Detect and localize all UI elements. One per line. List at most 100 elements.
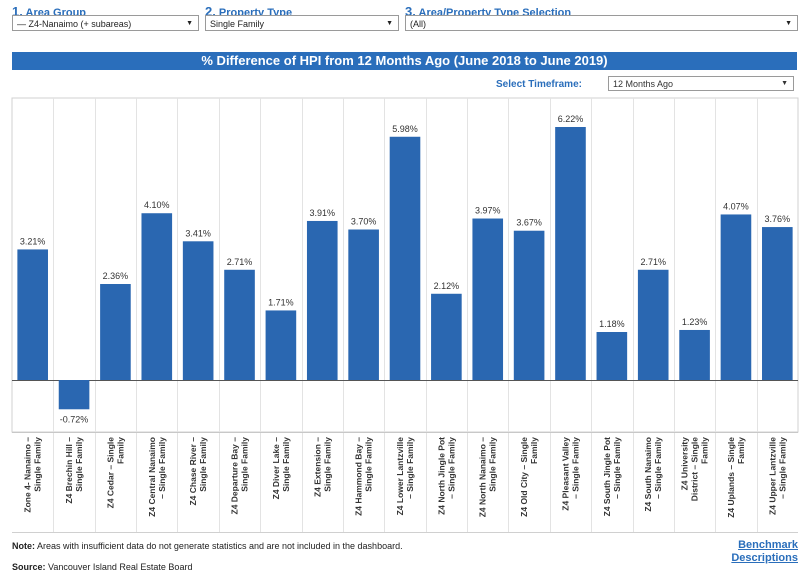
- category-label-line: Z4 Chase River –: [188, 437, 198, 506]
- category-label-line: Family: [700, 437, 710, 464]
- category-label-line: – Single Family: [570, 437, 580, 499]
- benchmark-link-line2: Descriptions: [731, 552, 798, 564]
- property-type-select[interactable]: Single Family ▼: [205, 15, 399, 31]
- category-label-line: Family: [115, 437, 125, 464]
- bar: [100, 284, 131, 380]
- category-label: Z4 Diver Lake – Single Family: [271, 437, 291, 500]
- category-label: Z4 Central Nanaimo – Single Family: [147, 437, 167, 517]
- data-label: 2.12%: [434, 281, 460, 291]
- area-group-number: 1.: [12, 4, 23, 19]
- category-label: Z4 Pleasant Valley – Single Family: [560, 437, 580, 511]
- bar: [596, 332, 628, 380]
- timeframe-label: Select Timeframe:: [496, 79, 582, 90]
- data-label: 3.41%: [185, 228, 211, 238]
- source-prefix: Source:: [12, 562, 46, 572]
- category-label-line: Z4 South Nanaimo: [643, 437, 653, 512]
- category-label-line: Single Family: [198, 437, 208, 492]
- note-prefix: Note:: [12, 541, 35, 551]
- category-label-line: Family: [529, 437, 539, 464]
- category-label-line: Single Family: [74, 437, 84, 492]
- bar: [389, 136, 421, 380]
- category-label: Z4 South Jingle Pot – Single Family: [602, 437, 622, 517]
- category-label-line: Single Family: [33, 437, 43, 492]
- bar: [182, 241, 214, 380]
- data-label: 1.18%: [599, 319, 625, 329]
- category-label-line: Z4 Cedar – Single: [105, 437, 115, 509]
- category-label-line: Single Family: [488, 437, 498, 492]
- benchmark-descriptions-link[interactable]: Benchmark Descriptions: [726, 539, 798, 565]
- category-label-line: Single Family: [364, 437, 374, 492]
- category-label-line: Z4 University: [680, 437, 690, 491]
- data-label: 5.98%: [392, 124, 418, 134]
- bar: [472, 218, 504, 380]
- chevron-down-icon: ▼: [186, 20, 193, 27]
- property-type-value: Single Family: [210, 19, 265, 29]
- bar: [141, 213, 173, 380]
- category-label-line: Z4 Central Nanaimo: [147, 437, 157, 517]
- category-label-line: Family: [736, 437, 746, 464]
- data-label: 1.23%: [682, 317, 708, 327]
- bar: [679, 329, 710, 380]
- category-label-line: Z4 North Jingle Pot: [436, 437, 446, 515]
- source-text: Vancouver Island Real Estate Board: [48, 562, 193, 572]
- area-selection-select[interactable]: (All) ▼: [405, 15, 798, 31]
- bar: [555, 127, 586, 380]
- category-label-line: – Single Family: [446, 437, 456, 499]
- category-label-line: – Single Family: [777, 437, 787, 499]
- data-label: 4.10%: [144, 200, 170, 210]
- bar: [17, 249, 48, 380]
- data-label: 3.76%: [765, 214, 791, 224]
- category-label-line: Z4 Uplands – Single: [726, 437, 736, 518]
- category-label: Z4 North Nanaimo – Single Family: [478, 437, 498, 518]
- footer-source: Source: Vancouver Island Real Estate Boa…: [12, 562, 192, 572]
- category-label-line: Zone 4- Nanaimo –: [23, 437, 33, 513]
- benchmark-link-line1: Benchmark: [738, 539, 798, 551]
- data-label: 4.07%: [723, 201, 749, 211]
- category-label-line: Z4 Hammond Bay –: [354, 437, 364, 516]
- bar: [265, 310, 297, 380]
- category-label-line: Z4 Brechin Hill –: [64, 437, 74, 504]
- category-label: Z4 Cedar – Single Family: [105, 437, 125, 509]
- category-label: Z4 Departure Bay – Single Family: [230, 437, 250, 515]
- category-label: Z4 Brechin Hill – Single Family: [64, 437, 84, 504]
- category-label: Z4 Extension – Single Family: [312, 437, 332, 497]
- bar: [637, 269, 669, 380]
- area-group-select[interactable]: — Z4-Nanaimo (+ subareas) ▼: [12, 15, 199, 31]
- category-label: Z4 Uplands – Single Family: [726, 437, 746, 518]
- data-label: 3.91%: [309, 208, 335, 218]
- chevron-down-icon: ▼: [781, 80, 788, 87]
- property-type-number: 2.: [205, 4, 216, 19]
- category-label: Z4 Upper Lantzville – Single Family: [767, 437, 787, 515]
- bar: [306, 220, 338, 380]
- category-label: Zone 4- Nanaimo – Single Family: [23, 437, 43, 513]
- bar: [513, 230, 545, 380]
- data-label: 3.97%: [475, 206, 501, 216]
- area-selection-value: (All): [410, 19, 426, 29]
- category-label-line: District – Single: [690, 437, 700, 502]
- note-text: Areas with insufficient data do not gene…: [37, 541, 403, 551]
- data-label: 2.71%: [227, 257, 253, 267]
- category-label-line: Z4 North Nanaimo –: [478, 437, 488, 518]
- category-label-line: – Single Family: [612, 437, 622, 499]
- category-label-line: Z4 Extension –: [312, 437, 322, 497]
- data-label: 6.22%: [558, 114, 584, 124]
- category-label-line: Z4 Old City – Single: [519, 437, 529, 517]
- category-label: Z4 University District – Single Family: [680, 437, 710, 502]
- footer-note: Note: Areas with insufficient data do no…: [12, 541, 403, 551]
- area-group-value: — Z4-Nanaimo (+ subareas): [17, 19, 132, 29]
- timeframe-select[interactable]: 12 Months Ago ▼: [608, 76, 794, 91]
- category-label-line: Z4 South Jingle Pot: [602, 437, 612, 517]
- area-selection-number: 3.: [405, 4, 416, 19]
- category-label: Z4 Old City – Single Family: [519, 437, 539, 517]
- category-label-line: Z4 Pleasant Valley: [560, 437, 570, 511]
- bar: [762, 227, 793, 380]
- data-label: 1.71%: [268, 297, 294, 307]
- category-label: Z4 Chase River – Single Family: [188, 437, 208, 506]
- chart-title-banner: % Difference of HPI from 12 Months Ago (…: [12, 52, 797, 70]
- category-label-line: Single Family: [281, 437, 291, 492]
- chevron-down-icon: ▼: [785, 20, 792, 27]
- chevron-down-icon: ▼: [386, 20, 393, 27]
- data-label: 3.70%: [351, 217, 377, 227]
- category-label-line: – Single Family: [653, 437, 663, 499]
- category-label-line: Z4 Diver Lake –: [271, 437, 281, 500]
